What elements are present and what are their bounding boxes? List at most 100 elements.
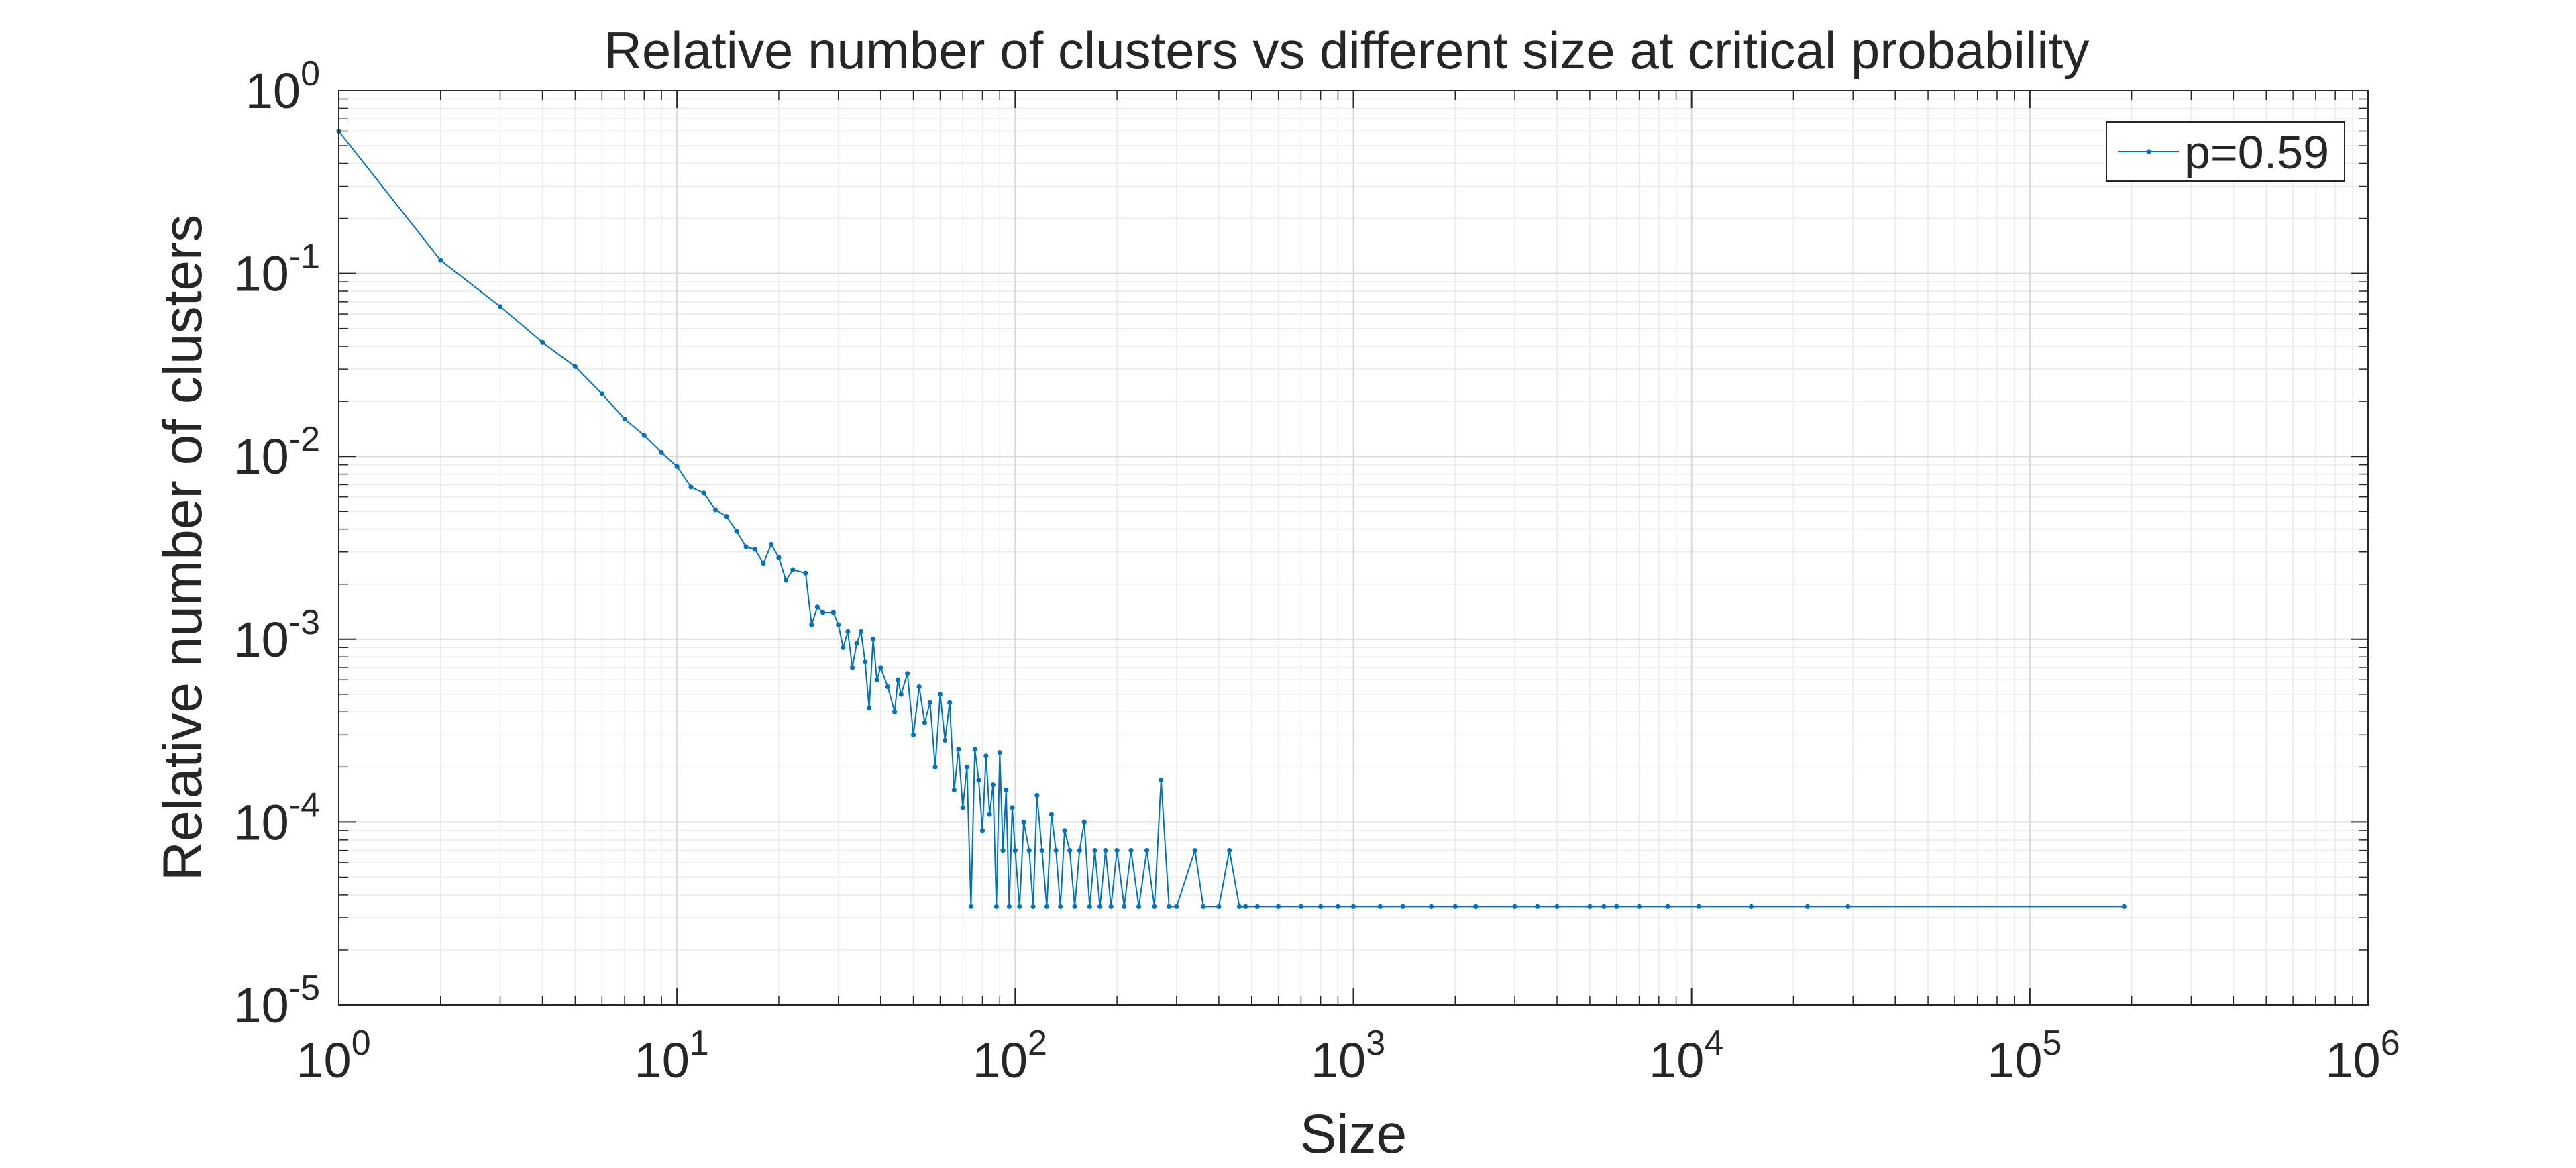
data-point [752, 547, 757, 552]
data-point [979, 828, 985, 833]
data-point [937, 692, 943, 697]
x-tick-label: 102 [973, 1024, 1047, 1088]
data-point [870, 637, 876, 642]
data-point [599, 391, 604, 396]
data-point [1512, 904, 1517, 909]
data-point [1103, 848, 1108, 853]
data-point [1012, 848, 1018, 853]
data-point [994, 904, 999, 909]
data-point [438, 258, 443, 263]
data-point [1201, 904, 1206, 909]
data-point [1298, 904, 1304, 909]
data-point [1636, 904, 1642, 909]
data-point [1805, 904, 1810, 909]
data-point [1000, 848, 1006, 853]
data-point [1601, 904, 1607, 909]
data-point [910, 732, 916, 737]
data-point [1554, 904, 1560, 909]
data-point [784, 578, 789, 583]
x-tick-label: 104 [1649, 1024, 1723, 1088]
data-point [1535, 904, 1540, 909]
data-point [1167, 904, 1172, 909]
data-point [572, 364, 578, 369]
data-point [1072, 904, 1077, 909]
y-tick-label: 10-3 [233, 603, 320, 668]
data-point [1067, 848, 1073, 853]
data-point [1108, 904, 1114, 909]
data-point [539, 339, 545, 345]
data-point [1192, 848, 1197, 853]
data-point [1696, 904, 1701, 909]
data-point [976, 777, 981, 783]
x-tick-labels: 100 101 102 103 104 105 106 [296, 1024, 2400, 1088]
y-tick-label: 10-1 [233, 237, 320, 302]
data-point [1081, 819, 1087, 825]
data-point [905, 671, 910, 676]
data-point [1614, 904, 1619, 909]
data-point [1128, 848, 1134, 853]
data-point [1026, 848, 1032, 853]
data-point [776, 555, 782, 560]
data-point [997, 750, 1002, 755]
data-point [659, 449, 664, 456]
data-point [1429, 904, 1434, 909]
data-point [1087, 904, 1092, 909]
data-point [790, 567, 796, 572]
series-layer [336, 128, 2127, 909]
data-point [1665, 904, 1670, 909]
data-point [916, 684, 922, 690]
data-point [1077, 848, 1082, 853]
y-tick-label: 10-4 [233, 786, 320, 850]
data-point [701, 490, 706, 496]
data-point [1452, 904, 1458, 909]
y-axis-label: Relative number of clusters [152, 215, 213, 882]
data-point [1053, 848, 1059, 853]
data-point [641, 433, 647, 438]
data-point [1004, 787, 1009, 792]
y-tick-label: 10-2 [233, 420, 320, 484]
data-point [1092, 848, 1097, 853]
data-point [972, 747, 977, 752]
data-point [803, 570, 808, 576]
data-point [1017, 904, 1022, 909]
data-point [1021, 819, 1026, 825]
data-point [1377, 904, 1383, 909]
data-point [1276, 904, 1281, 909]
x-tick-label: 103 [1311, 1024, 1385, 1088]
data-point [964, 764, 970, 769]
x-tick-label: 101 [635, 1024, 709, 1088]
data-point [1159, 777, 1164, 783]
chart-title: Relative number of clusters vs different… [604, 21, 2090, 80]
legend-marker [2146, 149, 2151, 154]
data-point [1243, 904, 1248, 909]
data-point [895, 677, 901, 682]
data-point [1034, 792, 1040, 798]
data-point [922, 720, 928, 725]
data-point [836, 622, 841, 627]
data-point [830, 610, 836, 615]
data-point [809, 622, 814, 627]
x-tick-label: 106 [2325, 1024, 2400, 1088]
data-point [1136, 904, 1142, 909]
data-point [820, 610, 826, 615]
data-point [1335, 904, 1341, 909]
data-point [960, 805, 965, 810]
data-point [885, 684, 890, 690]
data-point [878, 665, 883, 670]
x-tick-label: 105 [1987, 1024, 2061, 1088]
data-point [892, 709, 898, 714]
data-point [2121, 904, 2127, 909]
data-point [724, 513, 729, 519]
legend-label: p=0.59 [2184, 126, 2329, 178]
data-point [849, 665, 855, 670]
data-point [814, 604, 820, 610]
data-point [1152, 904, 1157, 909]
data-point [713, 507, 718, 513]
x-tick-label: 100 [296, 1024, 370, 1088]
data-point [987, 812, 992, 817]
data-point [1587, 904, 1593, 909]
data-point [1030, 904, 1036, 909]
data-point [898, 692, 904, 697]
data-point [951, 787, 957, 792]
